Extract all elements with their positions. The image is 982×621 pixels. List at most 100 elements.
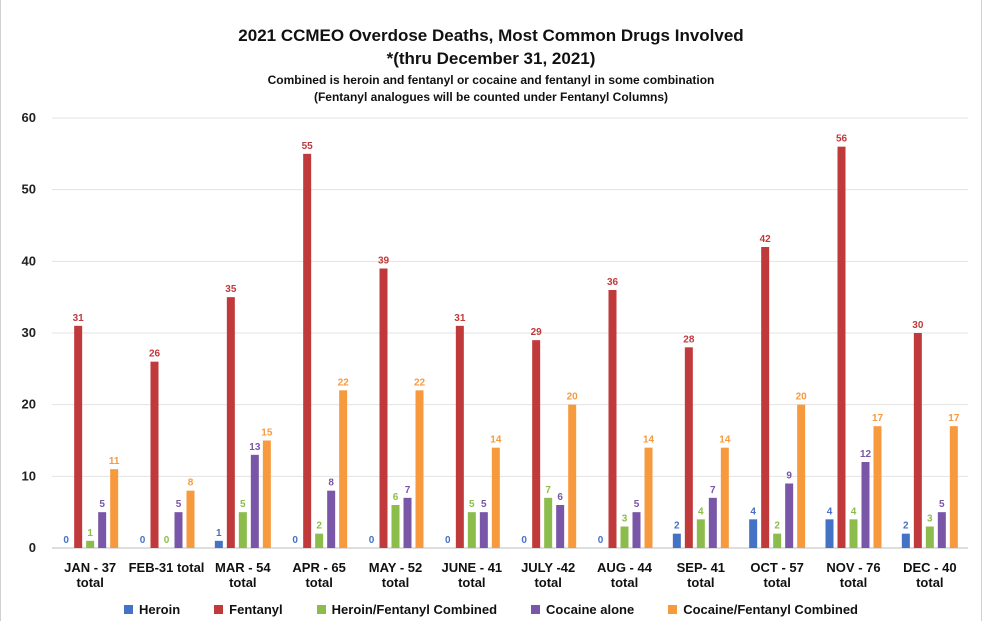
data-label: 14 <box>719 435 731 446</box>
bar <box>901 533 910 548</box>
data-label: 13 <box>249 442 261 453</box>
data-label: 14 <box>643 435 655 446</box>
bar <box>327 490 336 548</box>
x-tick-label: DEC - 40 <box>903 560 956 575</box>
data-label: 42 <box>760 234 772 245</box>
x-tick-label: MAY - 52 <box>369 560 422 575</box>
bar <box>491 447 500 548</box>
y-tick-label: 30 <box>22 325 36 340</box>
legend-item-cocaine-fentanyl: Cocaine/Fentanyl Combined <box>668 599 858 619</box>
y-tick-label: 50 <box>22 182 36 197</box>
bar <box>391 505 400 548</box>
bar <box>837 146 846 548</box>
bar <box>379 268 388 548</box>
x-tick-label: total <box>611 575 638 590</box>
bar <box>861 462 870 548</box>
legend-swatch <box>124 604 133 614</box>
x-tick-label: JAN - 37 <box>64 560 116 575</box>
data-label: 4 <box>698 506 704 517</box>
legend-item-cocaine: Cocaine alone <box>531 599 634 619</box>
data-label: 12 <box>860 449 872 460</box>
legend-swatch <box>316 604 326 614</box>
data-label: 17 <box>872 413 884 424</box>
x-tick-label: total <box>305 575 332 590</box>
x-tick-label: MAR - 54 <box>215 560 271 575</box>
chart-subtitle: *(thru December 31, 2021) <box>386 49 596 68</box>
data-label: 26 <box>149 349 161 360</box>
data-label: 0 <box>521 535 527 546</box>
bar <box>544 497 553 548</box>
bar <box>532 340 541 548</box>
bar <box>315 533 324 548</box>
bar <box>708 497 717 548</box>
x-tick-label: total <box>458 575 485 590</box>
x-tick-label: total <box>687 575 714 590</box>
x-tick-label: OCT - 57 <box>750 560 803 575</box>
bar <box>749 519 758 548</box>
bar <box>186 490 195 548</box>
bar <box>913 333 922 548</box>
data-label: 4 <box>750 506 756 517</box>
bar <box>684 347 693 548</box>
data-label: 9 <box>786 471 792 482</box>
data-label: 0 <box>292 535 298 546</box>
data-label: 2 <box>903 521 909 532</box>
data-label: 17 <box>948 413 960 424</box>
data-label: 0 <box>445 535 451 546</box>
legend-label: Cocaine alone <box>546 601 635 617</box>
bar <box>672 533 681 548</box>
bar <box>467 512 476 548</box>
data-label: 0 <box>164 535 170 546</box>
y-tick-label: 20 <box>22 397 36 412</box>
data-label: 1 <box>216 528 222 539</box>
bar <box>98 512 107 548</box>
x-tick-label: total <box>534 575 561 590</box>
x-tick-label: total <box>840 575 867 590</box>
bar <box>849 519 858 548</box>
legend-item-heroin-fentanyl: Heroin/Fentanyl Combined <box>316 599 497 619</box>
bar <box>86 540 95 548</box>
data-label: 56 <box>836 134 848 145</box>
data-label: 5 <box>481 499 487 510</box>
bar <box>720 447 729 548</box>
data-label: 5 <box>240 499 246 510</box>
legend-item-fentanyl: Fentanyl <box>214 599 283 619</box>
data-label: 0 <box>140 535 146 546</box>
data-label: 3 <box>927 514 933 525</box>
data-label: 8 <box>188 478 194 489</box>
data-label: 5 <box>634 499 640 510</box>
data-label: 29 <box>531 327 543 338</box>
legend-label: Fentanyl <box>229 601 283 617</box>
x-tick-label: total <box>763 575 790 590</box>
data-label: 30 <box>912 320 924 331</box>
bar <box>250 454 259 548</box>
data-label: 1 <box>87 528 93 539</box>
bar <box>556 505 565 548</box>
bar <box>214 540 223 548</box>
x-tick-label: FEB-31 total <box>129 560 205 575</box>
data-label: 7 <box>545 485 551 496</box>
bar <box>174 512 183 548</box>
data-label: 6 <box>393 492 399 503</box>
data-label: 7 <box>405 485 411 496</box>
data-label: 22 <box>338 377 350 388</box>
bar <box>110 469 119 548</box>
data-label: 0 <box>369 535 375 546</box>
bar <box>632 512 641 548</box>
chart-note-1: Combined is heroin and fentanyl or cocai… <box>267 73 715 87</box>
data-label: 11 <box>109 456 120 467</box>
bar <box>925 526 934 548</box>
data-label: 20 <box>796 392 808 403</box>
bar <box>303 153 312 549</box>
data-label: 4 <box>827 506 833 517</box>
data-label: 0 <box>598 535 604 546</box>
bar <box>797 404 806 548</box>
bar <box>403 497 412 548</box>
bar <box>825 519 834 548</box>
data-label: 28 <box>683 334 695 345</box>
legend: Heroin Fentanyl Heroin/Fentanyl Combined… <box>0 599 982 619</box>
bar <box>415 390 424 548</box>
data-label: 3 <box>622 514 628 525</box>
x-tick-label: SEP- 41 <box>677 560 725 575</box>
